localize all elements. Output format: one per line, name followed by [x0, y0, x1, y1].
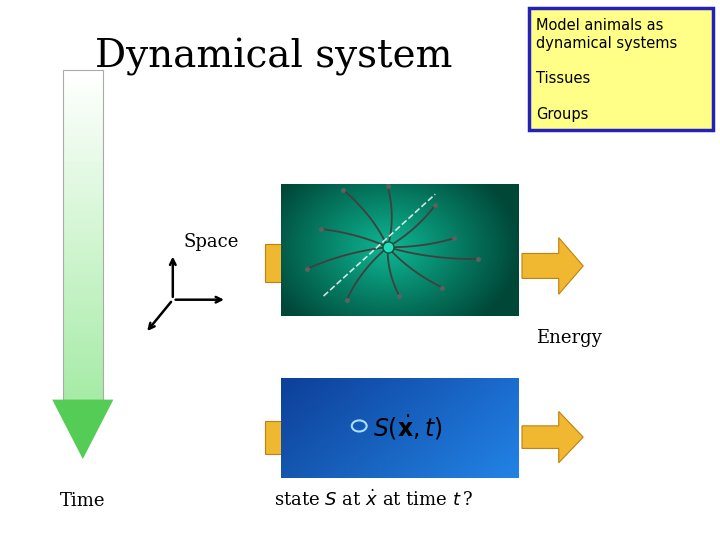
- Bar: [63, 334, 103, 338]
- Polygon shape: [53, 400, 114, 459]
- Bar: [63, 165, 103, 169]
- Bar: [63, 317, 103, 321]
- Bar: [63, 383, 103, 387]
- Bar: [63, 177, 103, 181]
- Bar: [63, 86, 103, 91]
- Bar: [63, 140, 103, 144]
- Bar: [63, 103, 103, 107]
- Bar: [63, 375, 103, 379]
- Bar: [63, 83, 103, 86]
- Bar: [63, 128, 103, 132]
- Bar: [63, 231, 103, 235]
- Bar: [63, 111, 103, 116]
- Bar: [63, 107, 103, 111]
- Bar: [63, 91, 103, 95]
- Bar: [63, 148, 103, 152]
- Bar: [63, 296, 103, 301]
- Bar: [63, 293, 103, 296]
- Bar: [63, 395, 103, 400]
- Bar: [63, 350, 103, 354]
- Bar: [63, 157, 103, 161]
- Text: dynamical systems: dynamical systems: [536, 36, 678, 51]
- FancyBboxPatch shape: [529, 8, 713, 130]
- Bar: [63, 247, 103, 252]
- Bar: [63, 144, 103, 148]
- Bar: [63, 186, 103, 190]
- Bar: [63, 243, 103, 247]
- Bar: [63, 313, 103, 317]
- Bar: [63, 70, 103, 400]
- Bar: [63, 367, 103, 371]
- Bar: [63, 218, 103, 222]
- Bar: [63, 362, 103, 367]
- Bar: [63, 190, 103, 194]
- Bar: [63, 222, 103, 227]
- Bar: [63, 338, 103, 342]
- Polygon shape: [522, 238, 583, 294]
- Bar: [63, 326, 103, 329]
- Bar: [63, 227, 103, 231]
- Bar: [63, 284, 103, 288]
- Bar: [63, 255, 103, 260]
- Bar: [63, 198, 103, 202]
- Bar: [63, 321, 103, 326]
- Text: Dynamical system: Dynamical system: [95, 38, 452, 76]
- Bar: [63, 99, 103, 103]
- Bar: [63, 161, 103, 165]
- Bar: [63, 210, 103, 214]
- Bar: [63, 272, 103, 276]
- Bar: [63, 260, 103, 264]
- Bar: [63, 75, 103, 78]
- Text: Space: Space: [184, 233, 239, 251]
- Bar: [63, 194, 103, 198]
- Bar: [63, 95, 103, 99]
- Bar: [63, 276, 103, 280]
- Bar: [63, 268, 103, 272]
- Polygon shape: [522, 411, 583, 463]
- Text: Tissues: Tissues: [536, 71, 590, 86]
- Bar: [63, 354, 103, 359]
- FancyBboxPatch shape: [265, 244, 283, 282]
- Bar: [63, 235, 103, 239]
- Bar: [63, 239, 103, 243]
- Bar: [63, 252, 103, 255]
- Bar: [63, 202, 103, 206]
- Bar: [63, 124, 103, 128]
- Bar: [63, 392, 103, 395]
- Bar: [63, 70, 103, 75]
- Bar: [63, 379, 103, 383]
- Bar: [63, 359, 103, 362]
- Bar: [63, 342, 103, 346]
- Bar: [63, 346, 103, 350]
- Bar: [63, 78, 103, 83]
- Bar: [63, 280, 103, 284]
- Bar: [63, 152, 103, 157]
- Text: Groups: Groups: [536, 107, 589, 122]
- Bar: [63, 309, 103, 313]
- Bar: [63, 132, 103, 136]
- Bar: [63, 173, 103, 177]
- Text: state $S$ at $\dot{x}$ at time $t\,$?: state $S$ at $\dot{x}$ at time $t\,$?: [274, 490, 472, 510]
- Bar: [63, 214, 103, 219]
- Bar: [63, 116, 103, 120]
- Bar: [63, 181, 103, 186]
- Bar: [63, 169, 103, 173]
- Text: Model animals as: Model animals as: [536, 18, 664, 33]
- Bar: [63, 305, 103, 309]
- Bar: [63, 329, 103, 334]
- Bar: [63, 387, 103, 392]
- Bar: [63, 264, 103, 268]
- Text: Time: Time: [60, 492, 106, 510]
- Bar: [63, 136, 103, 140]
- FancyBboxPatch shape: [265, 421, 283, 454]
- Bar: [63, 206, 103, 210]
- Bar: [63, 301, 103, 305]
- Bar: [63, 371, 103, 375]
- Bar: [63, 288, 103, 293]
- Text: Energy: Energy: [536, 329, 602, 347]
- Bar: [63, 120, 103, 124]
